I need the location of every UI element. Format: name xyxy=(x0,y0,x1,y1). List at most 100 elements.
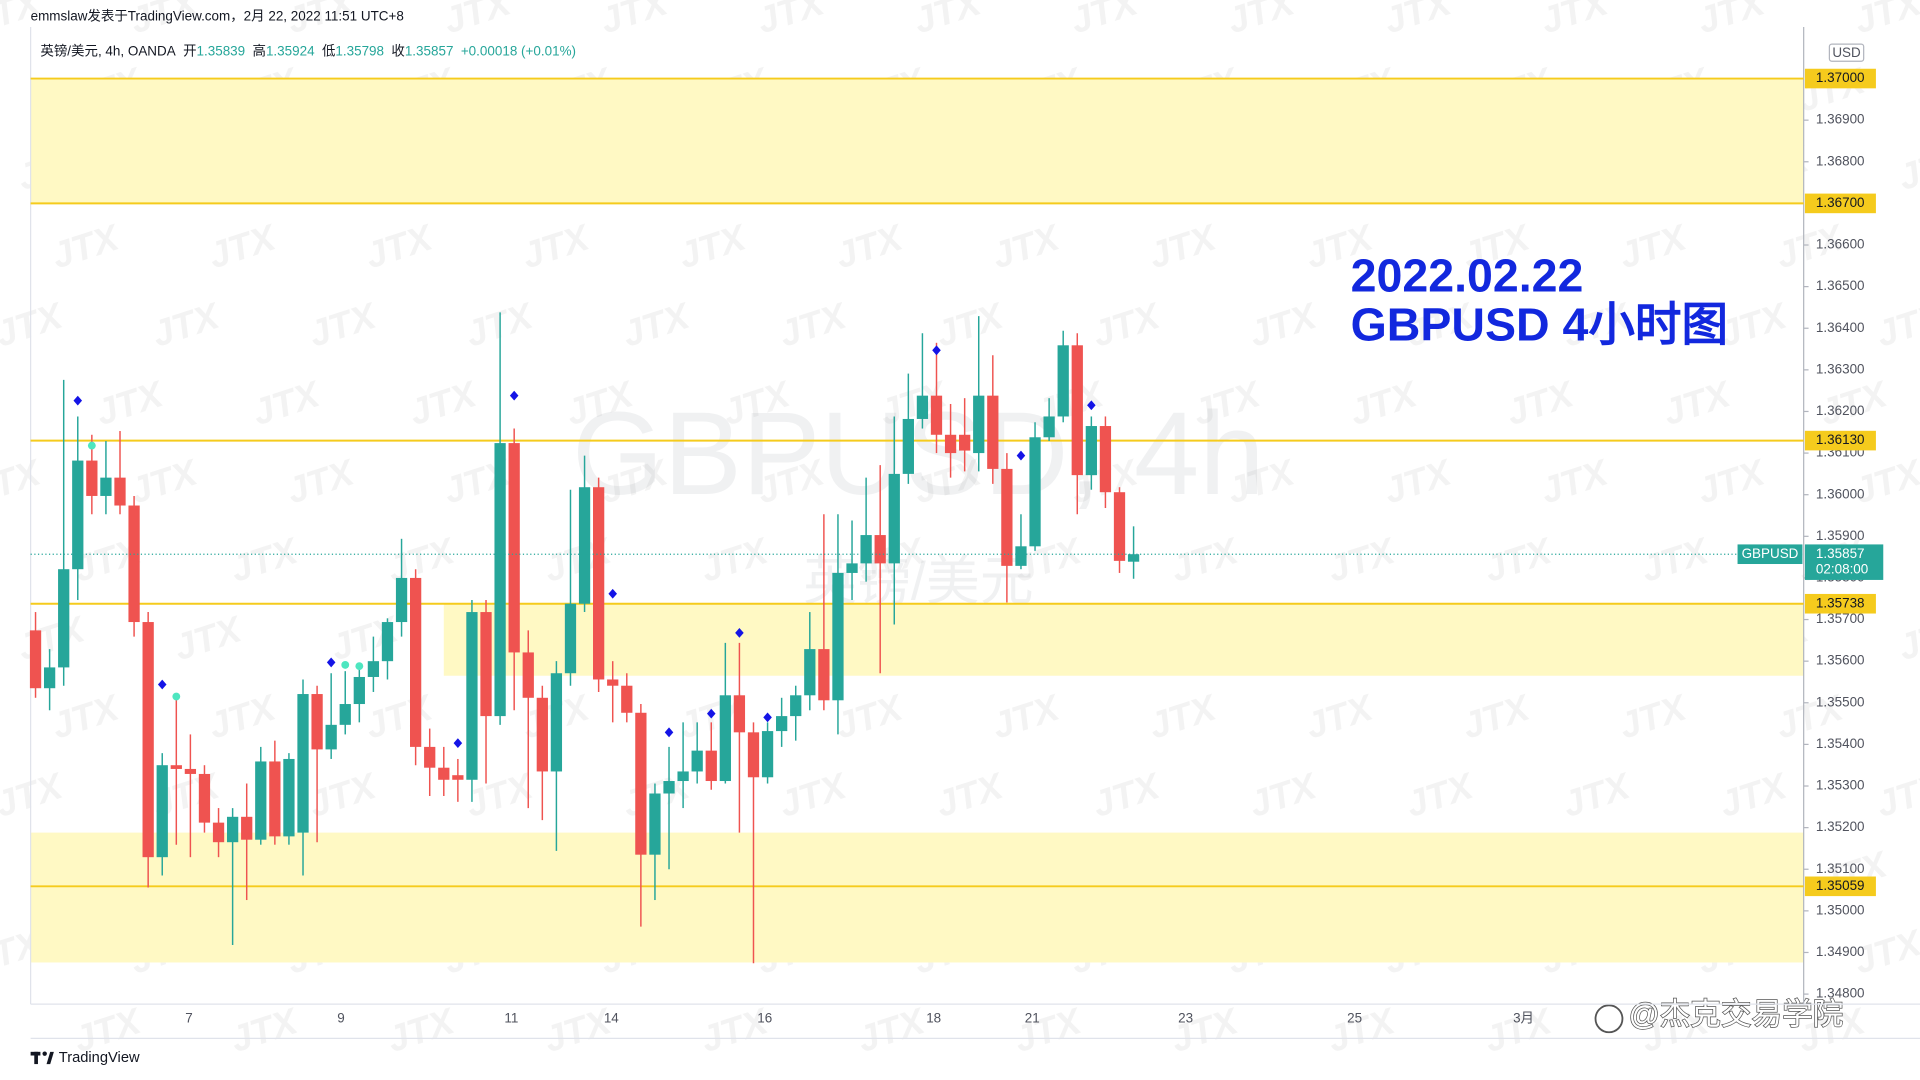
level-tag xyxy=(1804,876,1876,897)
candle-body xyxy=(29,630,42,689)
candle-body xyxy=(733,695,746,733)
ohlc-value: 1.35839 xyxy=(197,43,246,58)
currency: USD xyxy=(1832,45,1861,60)
ohlc-label: 收 xyxy=(391,43,404,58)
countdown: 02:08:00 xyxy=(1816,562,1868,577)
y-tick-label: 1.35100 xyxy=(1816,861,1865,876)
candle-body xyxy=(100,477,112,496)
candle-body xyxy=(944,434,957,454)
price-tag: 1.35857 xyxy=(1816,546,1865,561)
y-tick-label: 1.35900 xyxy=(1816,528,1865,543)
candle-body xyxy=(663,781,675,794)
signal-marker xyxy=(453,738,463,749)
candle-body xyxy=(818,649,830,701)
x-tick-label: 21 xyxy=(1025,1010,1040,1025)
signal-marker xyxy=(735,627,744,638)
candle-body xyxy=(1001,468,1013,566)
logo-shape xyxy=(46,1051,54,1065)
change-label: +0.00018 (+0.01%) xyxy=(461,43,576,58)
level-tag xyxy=(1804,593,1876,614)
level-label: 1.36700 xyxy=(1816,195,1865,210)
candle-body xyxy=(226,816,239,843)
ohlc-value: 1.35857 xyxy=(405,43,454,58)
y-tick-label: 1.35000 xyxy=(1816,902,1865,917)
legend-line: 英镑/美元, 4h, OANDA 开1.35839 高1.35924 低1.35798… xyxy=(40,42,576,58)
candle-body xyxy=(916,395,929,419)
candle-body xyxy=(508,443,520,653)
y-tick-label: 1.35500 xyxy=(1816,694,1865,709)
price-tag-box xyxy=(1804,544,1884,580)
y-tick-label: 1.36600 xyxy=(1816,237,1865,252)
candle-body xyxy=(1113,492,1126,561)
level-tag xyxy=(1804,193,1876,214)
x-tick-label: 14 xyxy=(604,1010,619,1025)
y-tick-label: 1.36200 xyxy=(1816,403,1865,418)
candle-body xyxy=(156,765,168,858)
ohlc-value: 1.35924 xyxy=(266,43,315,58)
level-label: 1.36130 xyxy=(1816,432,1865,447)
y-tick-label: 1.36900 xyxy=(1816,112,1865,127)
y-tick-label: 1.35300 xyxy=(1816,778,1865,793)
candle-body xyxy=(621,685,633,713)
candle-body xyxy=(184,768,197,774)
candle-body xyxy=(790,695,802,717)
candle-body xyxy=(128,505,140,623)
candle-body xyxy=(381,622,394,662)
candle-body xyxy=(761,731,774,778)
candle-body xyxy=(269,761,281,837)
ohlc-value: 1.35798 xyxy=(335,43,384,58)
logo-shape xyxy=(42,1051,47,1056)
candle-body xyxy=(283,758,295,837)
candle-body xyxy=(1071,345,1083,476)
candle-body xyxy=(241,816,253,840)
candle-body xyxy=(987,395,999,469)
candle-body xyxy=(536,697,548,772)
symbol-tag: GBPUSD xyxy=(1742,546,1799,561)
logo-shape xyxy=(34,1051,38,1065)
candle-body xyxy=(114,477,126,506)
candle-body xyxy=(564,603,577,674)
candle-body xyxy=(1099,426,1112,493)
y-tick-label: 1.34800 xyxy=(1816,986,1865,1001)
candle-body xyxy=(1057,345,1069,417)
y-tick-label: 1.35200 xyxy=(1816,819,1865,834)
y-tick-label: 1.35700 xyxy=(1816,611,1865,626)
candle-body xyxy=(578,487,591,604)
y-tick-label: 1.36400 xyxy=(1816,320,1865,335)
candle-body xyxy=(776,716,788,732)
level-label: 1.37000 xyxy=(1816,70,1865,85)
candle-body xyxy=(607,679,619,686)
candle-body xyxy=(353,676,365,705)
y-tick-label: 1.34900 xyxy=(1816,944,1865,959)
x-tick-label: 3月 xyxy=(1513,1010,1534,1025)
currency-box xyxy=(1828,43,1865,62)
candle-body xyxy=(409,577,422,747)
x-tick-label: 18 xyxy=(926,1010,941,1025)
candle-body xyxy=(424,746,436,768)
candle-body xyxy=(255,761,267,840)
x-tick-label: 9 xyxy=(337,1010,344,1025)
x-tick-label: 16 xyxy=(757,1010,772,1025)
annotation-title: GBPUSD 4小时图 xyxy=(1351,298,1728,350)
signal-marker xyxy=(355,662,364,671)
signal-marker xyxy=(341,660,350,669)
credit-icon xyxy=(1594,1004,1624,1034)
ohlc-label: 高 xyxy=(253,42,266,58)
zone xyxy=(30,78,1804,204)
tradingview-logo xyxy=(30,1051,54,1065)
candle-body xyxy=(1043,416,1055,438)
candle-body xyxy=(959,434,971,451)
level-label: 1.35059 xyxy=(1816,878,1865,893)
candle-body xyxy=(494,443,506,717)
candle-body xyxy=(1085,426,1097,476)
annotation-date: 2022.02.22 xyxy=(1351,249,1584,301)
candle-body xyxy=(550,673,563,772)
candle-body xyxy=(635,712,647,855)
level-tag xyxy=(1804,68,1876,89)
signal-marker xyxy=(87,441,96,450)
brand: TradingView xyxy=(59,1050,140,1066)
x-tick-label: 7 xyxy=(185,1010,192,1025)
candle-body xyxy=(804,649,816,696)
signal-marker xyxy=(172,692,181,701)
